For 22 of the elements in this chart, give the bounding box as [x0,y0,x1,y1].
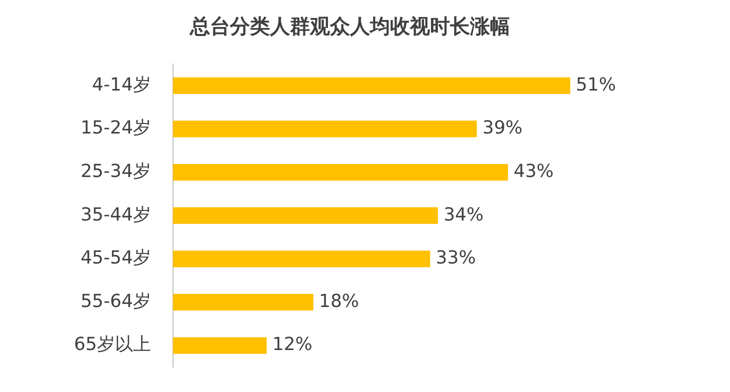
bar [172,164,508,181]
y-tick-label: 65岁以上 [74,334,151,356]
data-label: 12% [272,334,312,356]
data-label: 34% [444,204,484,226]
chart-title: 总台分类人群观众人均收视时长涨幅 [189,14,510,38]
y-tick-label: 35-44岁 [80,204,151,226]
bar [172,294,314,311]
bar [172,250,430,268]
y-tick-label: 4-14岁 [92,74,151,96]
y-tick-label: 25-34岁 [80,160,151,182]
data-label: 51% [576,74,616,96]
bar [172,77,570,94]
bar [172,207,438,224]
data-label: 18% [319,290,360,312]
y-tick-label: 15-24岁 [80,118,151,139]
bar [172,337,267,354]
data-label: 33% [436,248,476,269]
data-label: 43% [514,160,554,182]
y-tick-label: 55-64岁 [80,290,151,312]
bar [172,120,477,138]
data-label: 39% [482,118,523,139]
y-tick-label: 45-54岁 [80,248,151,269]
